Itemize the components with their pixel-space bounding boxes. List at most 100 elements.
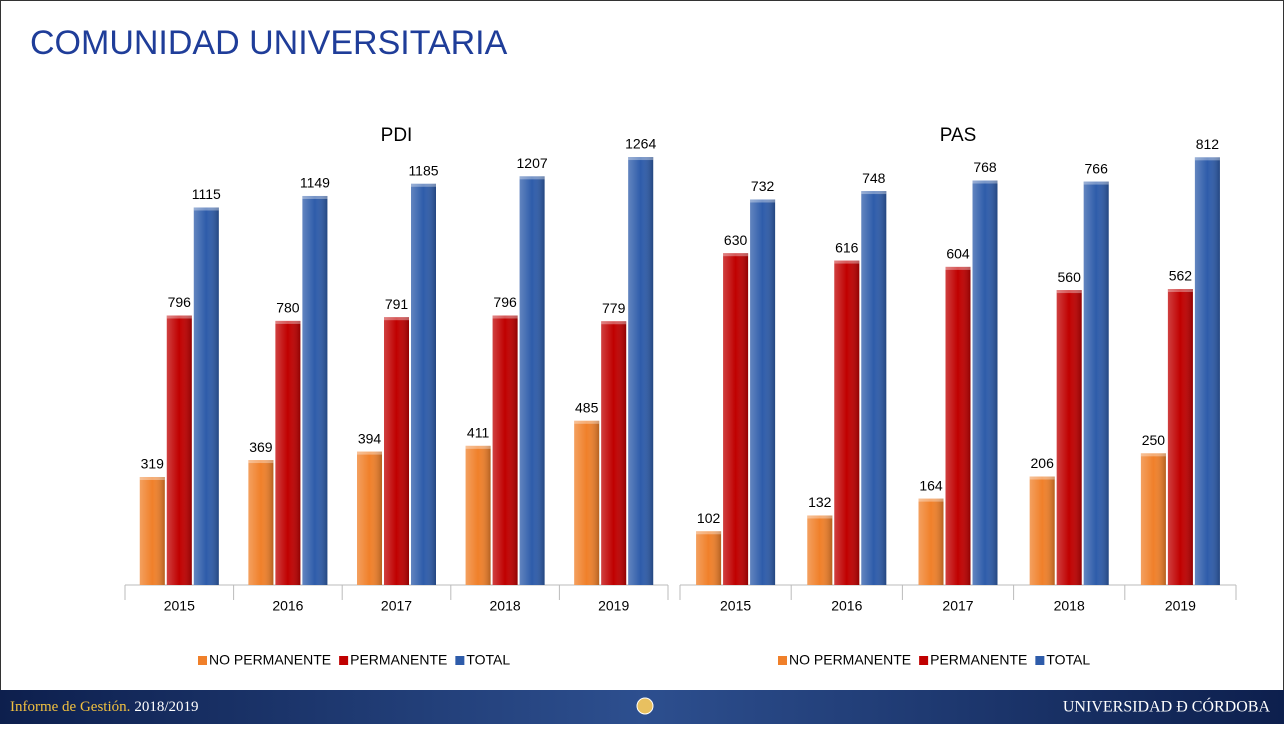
bar-cap	[1167, 289, 1193, 293]
bar-cap	[193, 207, 219, 211]
bar-cap	[628, 157, 654, 161]
data-label: 766	[1085, 160, 1109, 176]
bar-shade	[1140, 453, 1166, 585]
bar-shade	[696, 531, 722, 585]
bar-shade	[384, 317, 409, 585]
data-label: 630	[724, 232, 748, 248]
bar-shade	[918, 498, 944, 585]
legend-label: NO PERMANENTE	[209, 652, 331, 668]
bar-cap	[384, 317, 409, 321]
bar-shade	[972, 180, 998, 585]
x-tick-label: 2018	[490, 598, 521, 614]
bar-cap	[1056, 290, 1082, 294]
bar-cap	[972, 180, 998, 184]
data-label: 250	[1142, 432, 1166, 448]
bar-cap	[807, 515, 833, 519]
x-tick-label: 2017	[381, 598, 412, 614]
legend-swatch	[1035, 656, 1045, 665]
bar-cap	[357, 451, 382, 455]
bar-shade	[1083, 181, 1109, 585]
bar-cap	[465, 445, 491, 449]
legend-swatch	[455, 656, 465, 665]
data-label: 604	[946, 246, 970, 262]
legend-label: NO PERMANENTE	[789, 652, 911, 668]
bar-shade	[601, 321, 627, 585]
bar-cap	[1083, 181, 1109, 185]
data-label: 1149	[300, 175, 330, 191]
bar-shade	[465, 445, 491, 585]
bar-cap	[139, 476, 165, 480]
footer-logo	[636, 697, 654, 715]
bar-shade	[574, 420, 600, 585]
bar-shade	[628, 157, 654, 585]
bar-shade	[1167, 289, 1193, 585]
data-label: 164	[919, 477, 943, 493]
x-tick-label: 2018	[1054, 598, 1085, 614]
bar-cap	[492, 315, 518, 319]
bar-cap	[1194, 157, 1220, 161]
bar-shade	[193, 207, 219, 585]
bar-cap	[601, 321, 627, 325]
legend-swatch	[339, 656, 349, 665]
slide-title: COMUNIDAD UNIVERSITARIA	[30, 24, 508, 62]
x-tick-label: 2017	[942, 598, 973, 614]
legend-label: PERMANENTE	[350, 652, 447, 668]
bar-shade	[411, 183, 436, 586]
legend-swatch	[198, 656, 207, 665]
x-tick-label: 2016	[831, 598, 862, 614]
bar-cap	[918, 498, 944, 502]
bar-cap	[750, 199, 776, 203]
data-label: 319	[141, 456, 165, 472]
legend-label: PERMANENTE	[930, 652, 1027, 668]
data-label: 768	[973, 159, 997, 175]
data-label: 1207	[517, 155, 548, 171]
data-label: 812	[1196, 136, 1220, 152]
data-label: 411	[467, 425, 490, 441]
bar-shade	[861, 191, 887, 585]
data-label: 132	[808, 494, 832, 510]
bar-shade	[275, 320, 301, 585]
bar-shade	[723, 253, 749, 585]
bar-shade	[492, 315, 518, 585]
chart-title: PAS	[940, 125, 977, 146]
legend-label: TOTAL	[466, 652, 510, 668]
footer-left: Informe de Gestión. 2018/2019	[10, 699, 199, 715]
legend-swatch	[919, 656, 929, 665]
bar-shade	[519, 176, 545, 585]
bar-cap	[1140, 453, 1166, 457]
data-label: 779	[602, 300, 626, 316]
data-label: 102	[697, 510, 721, 526]
bar-cap	[723, 253, 749, 257]
data-label: 796	[493, 294, 517, 310]
bar-shade	[1029, 476, 1055, 585]
bar-cap	[861, 191, 887, 195]
bar-cap	[696, 531, 722, 535]
bar-cap	[834, 260, 860, 264]
bar-shade	[1056, 290, 1082, 585]
x-tick-label: 2019	[1165, 598, 1196, 614]
data-label: 562	[1169, 268, 1193, 284]
bar-shade	[302, 195, 328, 585]
bar-cap	[166, 315, 192, 319]
bar-cap	[411, 183, 436, 187]
bar-shade	[1194, 157, 1220, 585]
bar-shade	[750, 199, 776, 586]
legend-swatch	[778, 656, 787, 665]
x-tick-label: 2015	[164, 598, 195, 614]
data-label: 791	[385, 296, 409, 312]
bar-cap	[275, 320, 301, 324]
bar-shade	[248, 460, 274, 585]
bar-shade	[357, 451, 382, 585]
data-label: 560	[1058, 269, 1082, 285]
data-label: 616	[835, 239, 859, 255]
x-tick-label: 2015	[720, 598, 751, 614]
bar-cap	[574, 420, 600, 424]
bar-cap	[519, 176, 545, 180]
x-tick-label: 2016	[272, 598, 303, 614]
bar-shade	[945, 266, 971, 585]
bar-cap	[1029, 476, 1055, 480]
bar-cap	[945, 266, 971, 270]
data-label: 796	[168, 294, 192, 310]
bar-shade	[166, 315, 192, 585]
data-label: 1264	[625, 136, 656, 152]
